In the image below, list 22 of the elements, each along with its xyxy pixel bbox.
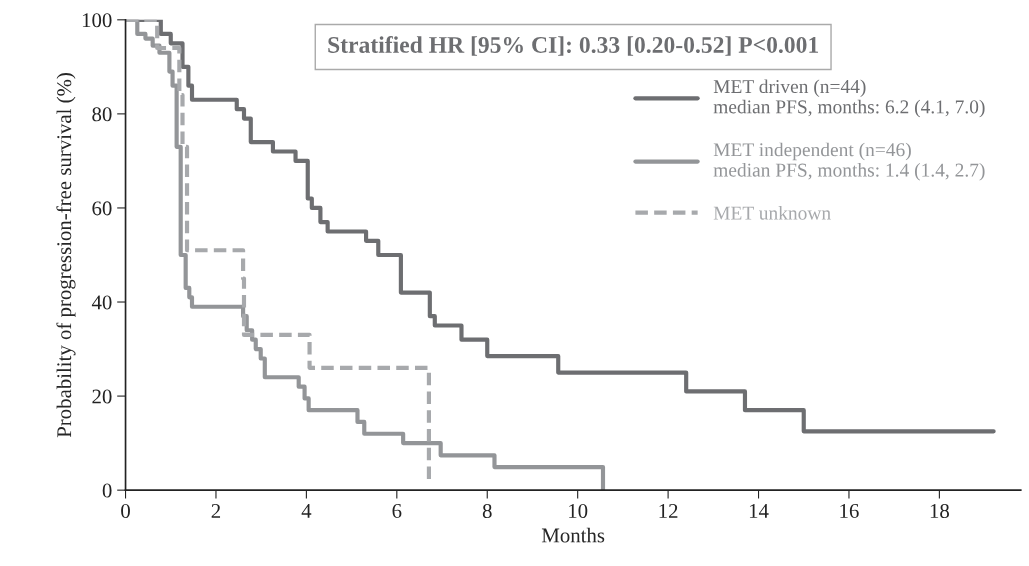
x-tick-label: 12 (659, 504, 678, 518)
legend-label: MET independent (n=46) median PFS, months: 1.4 (1.4, 2.7) (713, 142, 985, 181)
y-tick-label: 20 (92, 389, 112, 404)
x-tick-label: 16 (840, 504, 859, 519)
y-tick-label: 0 (102, 483, 112, 498)
x-tick-label: 2 (211, 504, 221, 518)
y-tick-label: 100 (82, 13, 112, 28)
y-tick-label: 40 (91, 295, 112, 310)
x-tick-label: 10 (569, 503, 588, 519)
x-tick-label: 8 (482, 503, 492, 519)
x-tick-label: 18 (930, 503, 950, 519)
y-axis-title: Probability of progression-free survival (%) (56, 73, 76, 438)
x-tick-label: 6 (392, 504, 402, 519)
x-tick-label: 0 (121, 503, 130, 519)
x-tick-label: 4 (301, 504, 312, 518)
legend-label: MET unknown (713, 205, 831, 220)
x-tick-label: 14 (749, 504, 769, 518)
y-tick-label: 80 (92, 107, 112, 122)
legend-label: MET driven (n=44) median PFS, months: 6.2 (4.1, 7.0) (713, 79, 985, 118)
annotation: Stratified HR [95% CI]: 0.33 [0.20-0.52] P<0.001 (328, 36, 819, 56)
x-axis-title: Months (541, 527, 605, 543)
y-tick-label: 60 (92, 201, 112, 216)
